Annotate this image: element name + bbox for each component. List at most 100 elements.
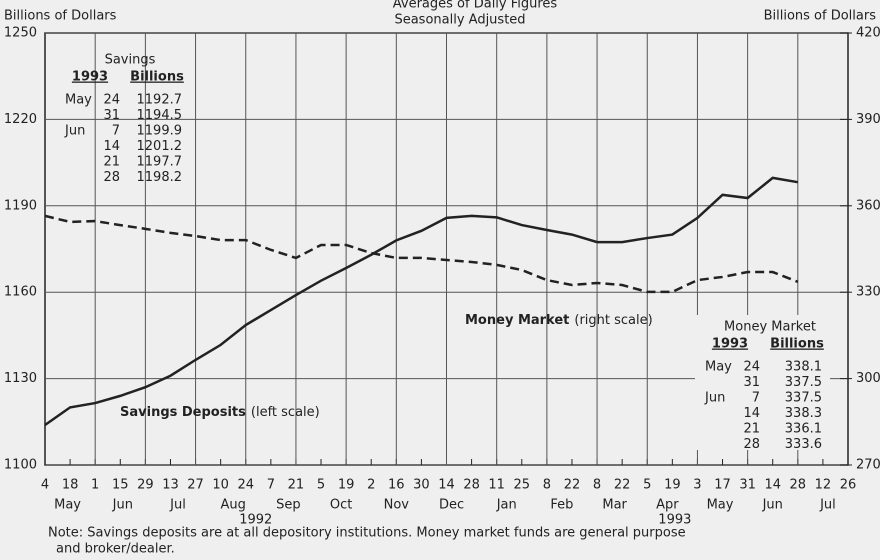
x-tick-label: 19: [338, 478, 355, 493]
table-value: 1199.9: [137, 124, 183, 139]
table-day: 21: [103, 155, 120, 170]
chart-title: Averages of Daily Figures: [393, 0, 558, 12]
table-unit: Billions: [130, 70, 184, 85]
x-tick-label: 12: [815, 478, 832, 493]
table-value: 1201.2: [137, 139, 183, 154]
x-tick-label: 15: [112, 478, 129, 493]
month-label: Dec: [439, 498, 464, 513]
series-note: (right scale): [574, 313, 652, 328]
table-month: May: [65, 93, 92, 108]
table-day: 21: [743, 422, 760, 437]
x-tick-label: 22: [564, 478, 581, 493]
series-note: (left scale): [251, 405, 320, 420]
table-month: May: [705, 360, 732, 375]
x-tick-label: 5: [317, 478, 325, 493]
month-label: Apr: [656, 498, 679, 513]
table-day: 28: [103, 170, 120, 185]
y2-tick-label: 330: [856, 285, 880, 300]
y-tick-label: 1100: [4, 458, 37, 473]
table-day: 7: [752, 391, 760, 406]
month-label: May: [707, 498, 734, 513]
table-value: 1194.5: [137, 108, 183, 123]
table-day: 14: [743, 406, 760, 421]
month-label: Sep: [276, 498, 301, 513]
table-day: 14: [103, 139, 120, 154]
y2-tick-label: 300: [856, 371, 880, 386]
x-tick-label: 8: [543, 478, 551, 493]
y2-axis-label: Billions of Dollars: [764, 9, 877, 24]
table-value: 338.3: [785, 406, 822, 421]
note-line: Note: Savings deposits are at all deposi…: [48, 526, 686, 541]
x-tick-label: 2: [367, 478, 375, 493]
x-tick-label: 27: [187, 478, 204, 493]
month-label: Nov: [384, 498, 410, 513]
year-label: 1993: [658, 513, 691, 528]
note-line: and broker/dealer.: [56, 542, 175, 557]
x-tick-label: 4: [41, 478, 49, 493]
x-tick-label: 28: [790, 478, 807, 493]
y2-tick-label: 270: [856, 458, 880, 473]
table-value: 1198.2: [137, 170, 183, 185]
table-value: 1192.7: [137, 93, 183, 108]
y-axis-label: Billions of Dollars: [4, 9, 117, 24]
table-year: 1993: [712, 337, 748, 352]
x-tick-label: 7: [267, 478, 275, 493]
month-label: Feb: [550, 498, 573, 513]
x-tick-label: 1: [91, 478, 99, 493]
y2-tick-label: 390: [856, 112, 880, 127]
x-tick-label: 10: [212, 478, 229, 493]
x-tick-label: 11: [488, 478, 505, 493]
x-tick-label: 8: [593, 478, 601, 493]
table-value: 337.5: [785, 375, 822, 390]
y2-tick-label: 420: [856, 26, 880, 41]
table-day: 7: [112, 124, 120, 139]
year-label: 1992: [239, 513, 272, 528]
table-day: 28: [743, 437, 760, 452]
table-bg: [695, 315, 830, 450]
x-tick-label: 31: [739, 478, 756, 493]
x-tick-label: 22: [614, 478, 631, 493]
x-tick-label: 14: [764, 478, 781, 493]
x-tick-label: 26: [840, 478, 857, 493]
month-label: Jun: [762, 498, 783, 513]
x-tick-label: 18: [62, 478, 79, 493]
series-line: [44, 176, 799, 426]
x-tick-label: 16: [388, 478, 405, 493]
series-name: Savings Deposits: [120, 405, 246, 420]
table-month: Jun: [64, 124, 85, 139]
table-value: 1197.7: [137, 155, 183, 170]
y-tick-label: 1250: [4, 26, 37, 41]
x-tick-label: 14: [438, 478, 455, 493]
table-day: 31: [743, 375, 760, 390]
table-day: 24: [743, 360, 760, 375]
x-tick-label: 29: [137, 478, 154, 493]
x-tick-label: 3: [693, 478, 701, 493]
month-label: Jun: [112, 498, 133, 513]
table-year: 1993: [72, 70, 108, 85]
month-label: Oct: [330, 498, 352, 513]
table-month: Jun: [704, 391, 725, 406]
y-tick-label: 1220: [4, 112, 37, 127]
table-value: 336.1: [785, 422, 822, 437]
table-day: 31: [103, 108, 120, 123]
month-label: Jan: [496, 498, 517, 513]
month-label: Jul: [169, 498, 186, 513]
y-tick-label: 1190: [4, 198, 37, 213]
table-unit: Billions: [770, 337, 824, 352]
y2-tick-label: 360: [856, 198, 880, 213]
y-tick-label: 1160: [4, 285, 37, 300]
table-value: 333.6: [785, 437, 822, 452]
series-label: Money Market (right scale): [465, 313, 653, 328]
series-name: Money Market: [465, 313, 569, 328]
table-title: Money Market: [724, 320, 816, 335]
month-label: Jul: [819, 498, 836, 513]
x-tick-label: 21: [288, 478, 305, 493]
x-tick-label: 30: [413, 478, 430, 493]
x-tick-label: 28: [463, 478, 480, 493]
x-tick-label: 25: [514, 478, 531, 493]
month-label: Mar: [602, 498, 627, 513]
table-day: 24: [103, 93, 120, 108]
table-value: 338.1: [785, 360, 822, 375]
x-tick-label: 13: [162, 478, 179, 493]
